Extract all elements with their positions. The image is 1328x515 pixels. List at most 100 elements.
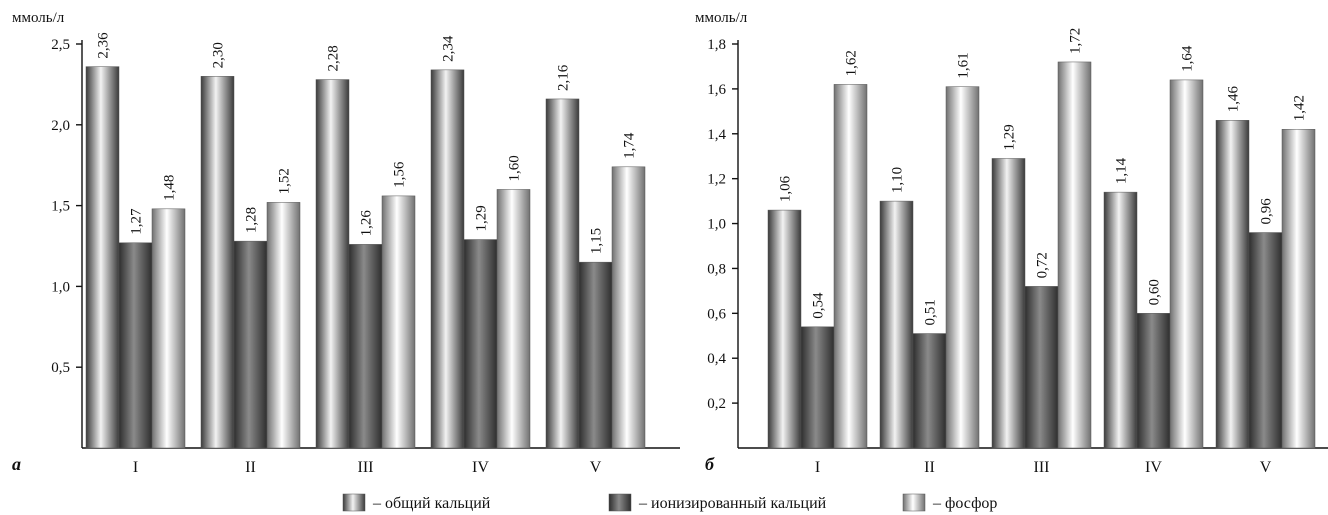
chart-panel-1: ммоль/л а 0,5 1,0 1,5 2,0 2,5 2,36 1,27 1,48 I 2,30…: [12, 10, 680, 476]
value-label: 2,34: [441, 35, 457, 62]
category-label: III: [1034, 459, 1050, 476]
value-label: 1,62: [844, 50, 860, 76]
bar-total-II: [200, 76, 235, 449]
value-label: 2,30: [211, 42, 227, 68]
bar-total-III: [315, 79, 350, 449]
bar-phosphorus-II: [266, 202, 301, 449]
bar-phosphorus-IV: [1169, 79, 1204, 449]
value-label: 1,06: [778, 175, 794, 202]
bar-ionized-III: [348, 244, 383, 449]
y-tick-label: 2,5: [51, 37, 70, 53]
bar-phosphorus-III: [381, 195, 416, 449]
y-tick-label: 0,2: [707, 396, 726, 412]
value-label: 1,46: [1226, 86, 1242, 113]
value-label: 1,56: [392, 161, 408, 188]
value-label: 0,60: [1147, 279, 1163, 305]
value-label: 1,64: [1180, 45, 1196, 72]
bar-total-I: [767, 209, 802, 449]
y-tick-label: 1,2: [707, 172, 726, 188]
y-unit-label: ммоль/л: [695, 10, 748, 26]
legend-swatch-ionized: [608, 493, 632, 512]
value-label: 1,74: [622, 132, 638, 159]
category-label: I: [133, 459, 138, 476]
bar-ionized-I: [800, 326, 835, 449]
y-tick-label: 0,5: [51, 360, 70, 376]
bar-total-II: [879, 200, 914, 449]
bar-total-V: [1215, 120, 1250, 449]
value-label: 1,60: [507, 155, 523, 181]
y-tick-label: 1,6: [707, 82, 726, 98]
bar-total-I: [85, 66, 120, 449]
category-label: V: [590, 459, 602, 476]
value-label: 1,52: [277, 168, 293, 194]
bar-ionized-IV: [1136, 313, 1171, 449]
value-label: 1,26: [359, 210, 375, 237]
panel-letter: б: [705, 454, 715, 474]
y-tick-label: 1,4: [707, 127, 726, 143]
legend-item-total: – общий кальций: [342, 493, 491, 512]
legend-label-total: – общий кальций: [372, 495, 491, 512]
value-label: 2,16: [556, 64, 572, 91]
value-label: 1,14: [1114, 157, 1130, 184]
legend-swatch-total: [342, 493, 366, 512]
bar-ionized-II: [912, 333, 947, 449]
bar-phosphorus-II: [945, 86, 980, 449]
category-label: I: [815, 459, 820, 476]
legend-label-ionized: – ионизированный кальций: [638, 495, 827, 512]
value-label: 1,72: [1068, 28, 1084, 54]
category-label: III: [358, 459, 374, 476]
bar-phosphorus-I: [151, 208, 186, 449]
y-tick-label: 1,0: [51, 279, 70, 295]
bar-ionized-V: [1248, 232, 1283, 449]
bar-ionized-V: [578, 261, 613, 449]
bar-phosphorus-V: [1281, 129, 1316, 449]
panel-letter: а: [12, 454, 21, 474]
bar-phosphorus-V: [611, 166, 646, 449]
category-label: II: [245, 459, 256, 476]
value-label: 2,28: [326, 45, 342, 71]
y-tick-label: 1,5: [51, 199, 70, 215]
chart-panel-2: ммоль/л б 0,2 0,4 0,6 0,8 1,0 1,2 1,4 1,6 1,8 1,06 0…: [695, 10, 1328, 476]
value-label: 1,28: [244, 207, 260, 233]
value-label: 1,29: [474, 205, 490, 231]
category-label: II: [924, 459, 935, 476]
value-label: 1,42: [1292, 95, 1308, 121]
bar-phosphorus-I: [833, 84, 868, 449]
bar-total-IV: [1103, 191, 1138, 449]
value-label: 0,54: [811, 292, 827, 319]
legend-item-ionized: – ионизированный кальций: [608, 493, 827, 512]
legend-label-phosphorus: – фосфор: [932, 495, 997, 512]
value-label: 1,10: [890, 167, 906, 193]
legend: – общий кальций – ионизированный кальций –…: [342, 493, 997, 512]
value-label: 2,36: [96, 32, 112, 59]
value-label: 1,48: [162, 175, 178, 201]
value-label: 1,29: [1002, 124, 1018, 150]
category-label: V: [1260, 459, 1272, 476]
y-tick-label: 1,8: [707, 37, 726, 53]
bar-total-V: [545, 98, 580, 449]
value-label: 1,61: [956, 52, 972, 78]
bar-phosphorus-III: [1057, 61, 1092, 449]
bar-ionized-I: [118, 242, 153, 449]
bar-phosphorus-IV: [496, 189, 531, 449]
bar-total-III: [991, 158, 1026, 449]
bar-ionized-IV: [463, 239, 498, 449]
bar-total-IV: [430, 69, 465, 449]
y-unit-label: ммоль/л: [12, 10, 65, 26]
y-tick-label: 0,4: [707, 351, 726, 367]
y-tick-label: 1,0: [707, 217, 726, 233]
value-label: 0,96: [1259, 198, 1275, 225]
y-tick-label: 0,8: [707, 261, 726, 277]
category-label: IV: [1145, 459, 1162, 476]
y-tick-label: 2,0: [51, 118, 70, 134]
value-label: 0,51: [923, 299, 939, 325]
value-label: 1,27: [129, 208, 145, 235]
value-label: 0,72: [1035, 252, 1051, 278]
legend-item-phosphorus: – фосфор: [902, 493, 997, 512]
category-label: IV: [472, 459, 489, 476]
legend-swatch-phosphorus: [902, 493, 926, 512]
value-label: 1,15: [589, 228, 605, 254]
y-tick-label: 0,6: [707, 306, 726, 322]
bar-ionized-III: [1024, 286, 1059, 449]
